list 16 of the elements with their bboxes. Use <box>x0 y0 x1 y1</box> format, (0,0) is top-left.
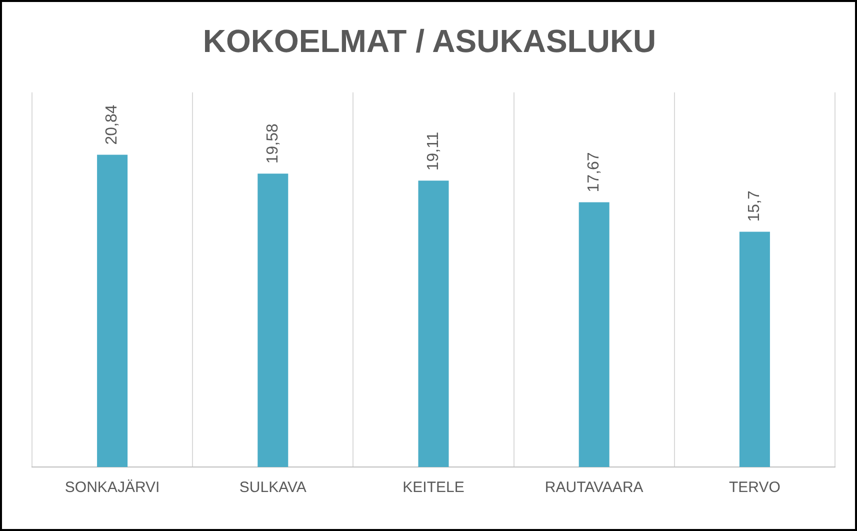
bar <box>578 202 610 467</box>
x-tick-label: RAUTAVAARA <box>544 479 644 496</box>
x-tick-label: TERVO <box>728 479 780 496</box>
x-tick-label: SULKAVA <box>239 479 306 496</box>
data-label: 17,67 <box>586 152 603 192</box>
data-label: 19,11 <box>424 132 442 171</box>
data-label: 19,58 <box>264 123 282 164</box>
bar <box>418 180 449 467</box>
data-label: 20,84 <box>104 104 121 145</box>
bar <box>739 232 770 467</box>
x-tick-label: KEITELE <box>402 479 464 496</box>
data-label: 15,7 <box>746 190 764 222</box>
bar <box>97 154 128 467</box>
bar <box>258 174 288 467</box>
chart-title: KOKOELMAT / ASUKASLUKU <box>202 23 656 60</box>
x-tick-label: SONKAJÄRVI <box>64 479 160 496</box>
